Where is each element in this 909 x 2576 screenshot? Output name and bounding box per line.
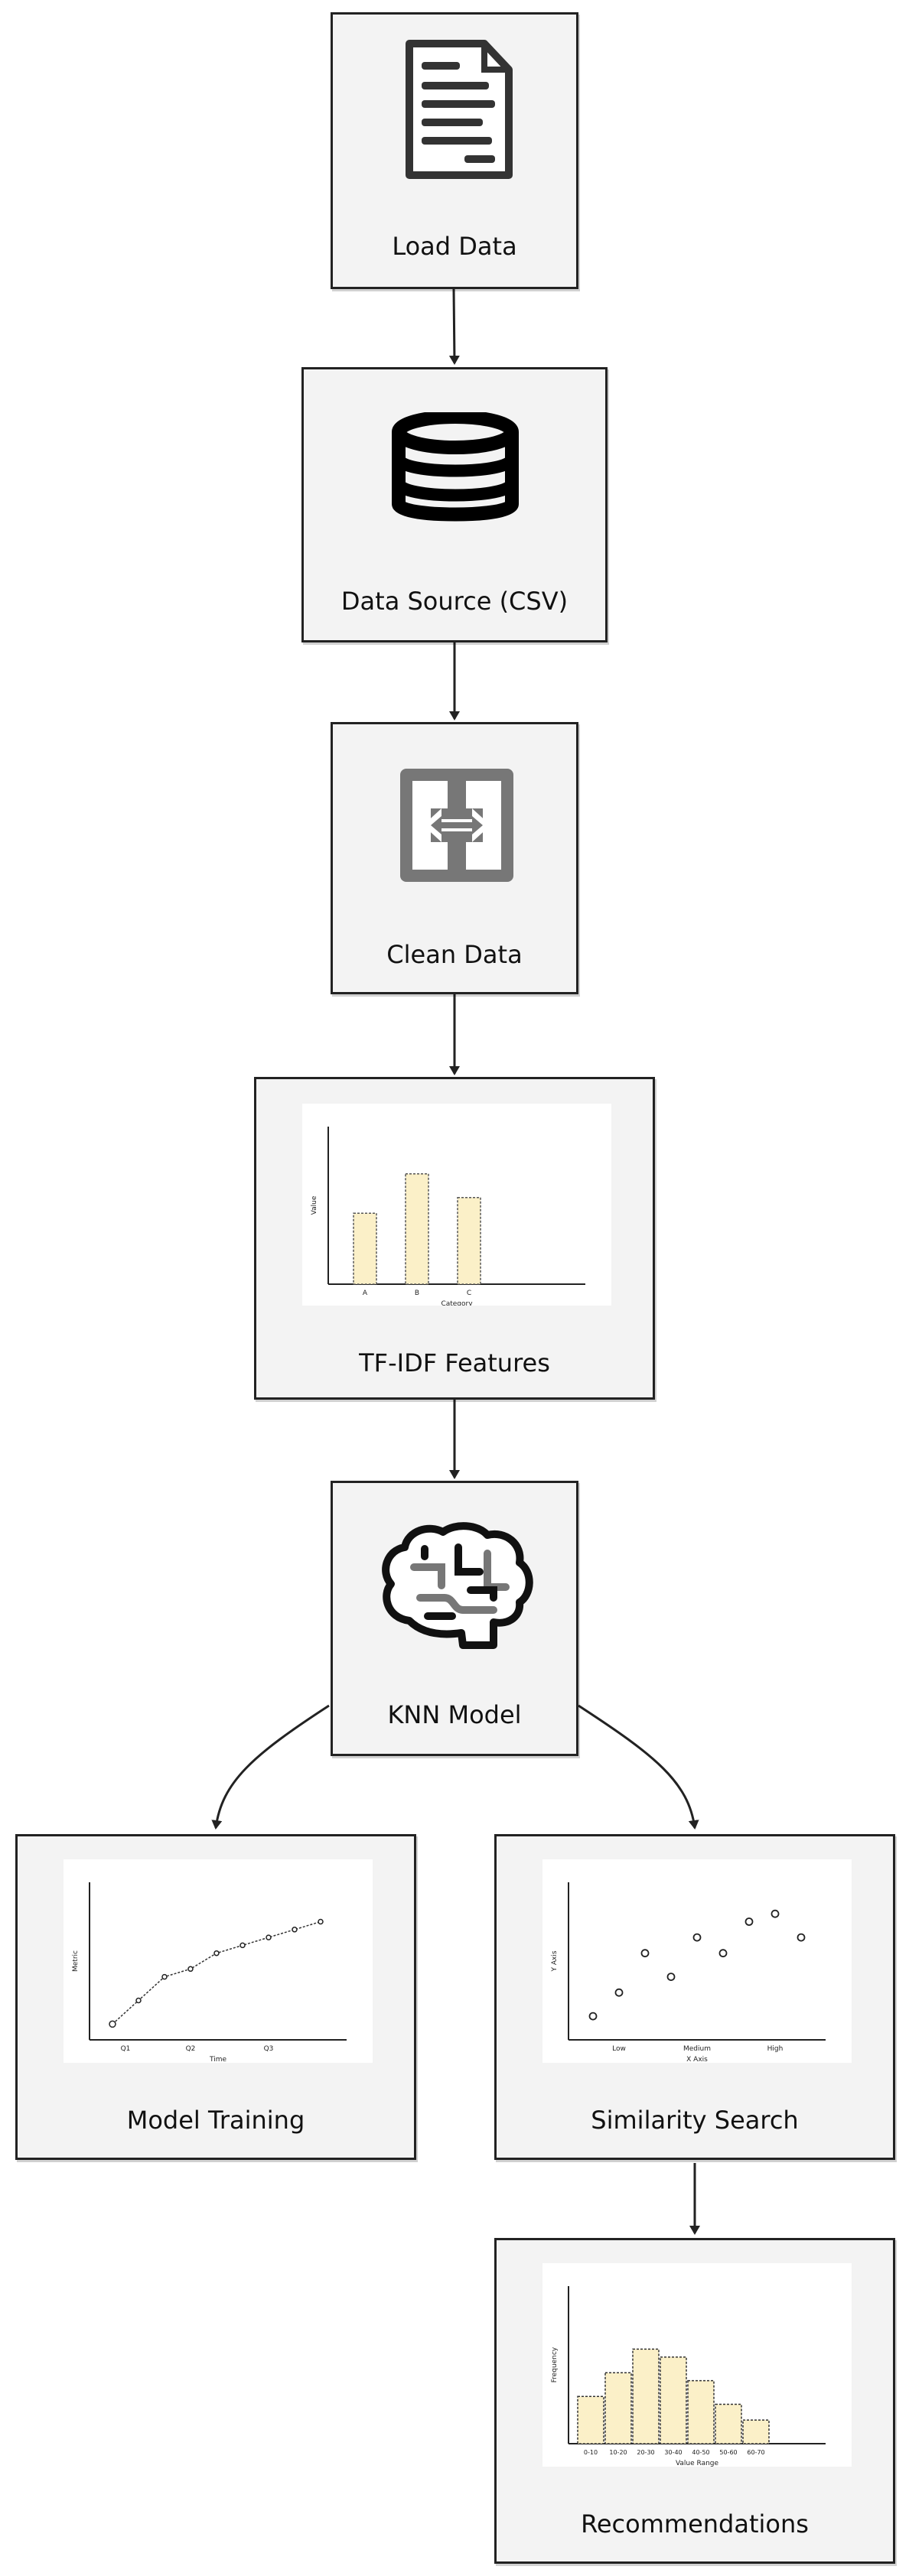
histogram-bar <box>715 2403 742 2444</box>
data-point <box>744 1917 754 1926</box>
x-tick-label: 10-20 <box>609 2449 627 2456</box>
bar <box>457 1196 481 1285</box>
histogram-bar <box>687 2379 715 2444</box>
x-tick-label: High <box>767 2045 784 2053</box>
similarity-chart-thumbnail: Low Medium High X Axis Y Axis <box>542 1859 852 2063</box>
node-similarity-search[interactable]: Low Medium High X Axis Y Axis Similarity Sea… <box>494 1834 895 2160</box>
x-tick-label: Q1 <box>121 2045 131 2053</box>
y-axis-title: Metric <box>72 1950 80 1972</box>
node-load-data[interactable]: Load Data <box>331 12 578 289</box>
node-label: Load Data <box>392 232 517 261</box>
data-point <box>187 1966 194 1973</box>
histogram-bar <box>660 2356 687 2444</box>
data-point <box>318 1918 324 1925</box>
x-tick-label: A <box>363 1290 368 1297</box>
data-point <box>135 1997 142 2004</box>
x-axis-title: Value Range <box>676 2460 719 2467</box>
data-point <box>109 2020 116 2028</box>
y-axis-title: Value <box>311 1195 318 1215</box>
x-axis-title: Category <box>441 1300 473 1306</box>
x-tick-label: 0-10 <box>584 2449 598 2456</box>
node-label: Similarity Search <box>591 2106 799 2135</box>
node-label: Model Training <box>126 2106 305 2135</box>
node-label: Clean Data <box>386 940 523 969</box>
histogram-bar <box>742 2419 770 2444</box>
node-label: KNN Model <box>387 1700 522 1729</box>
x-tick-label: Q3 <box>264 2045 274 2053</box>
data-point <box>692 1933 702 1942</box>
bar <box>405 1173 429 1285</box>
x-tick-label: 30-40 <box>664 2449 682 2456</box>
y-axis-title: Y Axis <box>551 1950 559 1972</box>
brain-icon <box>382 1522 533 1649</box>
edge-knn-to-similarity <box>578 1704 699 1830</box>
database-icon <box>392 412 519 522</box>
data-point <box>666 1973 676 1982</box>
histogram-bar <box>604 2372 632 2444</box>
training-line-chart: Q1 Q2 Q3 Time Metric <box>72 1882 347 2063</box>
histogram-bar <box>577 2395 604 2444</box>
node-label: TF-IDF Features <box>359 1348 550 1377</box>
y-axis-title: Frequency <box>551 2347 559 2382</box>
recommendations-chart-thumbnail: 0-10 10-20 20-30 30-40 40-50 50-60 60-70 Value … <box>542 2263 852 2467</box>
similarity-scatter-chart: Low Medium High X Axis Y Axis <box>551 1882 826 2063</box>
node-label: Data Source (CSV) <box>340 587 569 616</box>
histogram-bar <box>632 2348 660 2444</box>
data-transfer-icon <box>400 769 513 882</box>
tfidf-chart-thumbnail: A B C Category Value <box>302 1104 611 1306</box>
node-model-training[interactable]: Q1 Q2 Q3 Time Metric Model Training <box>15 1834 416 2160</box>
bar <box>353 1212 377 1285</box>
recommendations-histogram: 0-10 10-20 20-30 30-40 40-50 50-60 60-70 Value … <box>551 2286 826 2467</box>
node-tfidf[interactable]: A B C Category Value TF-IDF Features <box>254 1077 655 1400</box>
node-knn-model[interactable]: KNN Model <box>331 1481 578 1756</box>
node-label: Recommendations <box>581 2509 809 2539</box>
edge-knn-to-training <box>211 1704 330 1830</box>
data-point <box>640 1949 650 1958</box>
data-point <box>771 1909 780 1918</box>
x-tick-label: Low <box>612 2045 626 2053</box>
data-point <box>292 1927 298 1933</box>
node-data-source[interactable]: Data Source (CSV) <box>301 367 608 642</box>
x-tick-label: 40-50 <box>692 2449 709 2456</box>
node-clean-data[interactable]: Clean Data <box>331 722 578 994</box>
x-axis-title: Time <box>209 2056 226 2063</box>
x-tick-label: 50-60 <box>719 2449 737 2456</box>
data-point <box>213 1950 220 1956</box>
node-recommendations[interactable]: 0-10 10-20 20-30 30-40 40-50 50-60 60-70 Value … <box>494 2238 895 2564</box>
data-point <box>614 1988 624 1997</box>
data-point <box>161 1973 168 1980</box>
data-point <box>718 1949 728 1958</box>
series-line <box>112 1921 321 2025</box>
data-point <box>588 2012 598 2021</box>
x-tick-label: 20-30 <box>637 2449 654 2456</box>
data-point <box>266 1934 272 1940</box>
tfidf-bar-chart: A B C Category Value <box>311 1127 585 1306</box>
x-tick-label: B <box>415 1290 419 1297</box>
data-point <box>239 1942 246 1949</box>
x-tick-label: 60-70 <box>747 2449 764 2456</box>
x-tick-label: C <box>467 1290 471 1297</box>
x-axis-title: X Axis <box>686 2056 708 2063</box>
data-point <box>797 1933 806 1942</box>
training-chart-thumbnail: Q1 Q2 Q3 Time Metric <box>64 1859 373 2063</box>
x-tick-label: Medium <box>683 2045 711 2053</box>
x-tick-label: Q2 <box>186 2045 196 2053</box>
document-icon <box>406 40 513 179</box>
